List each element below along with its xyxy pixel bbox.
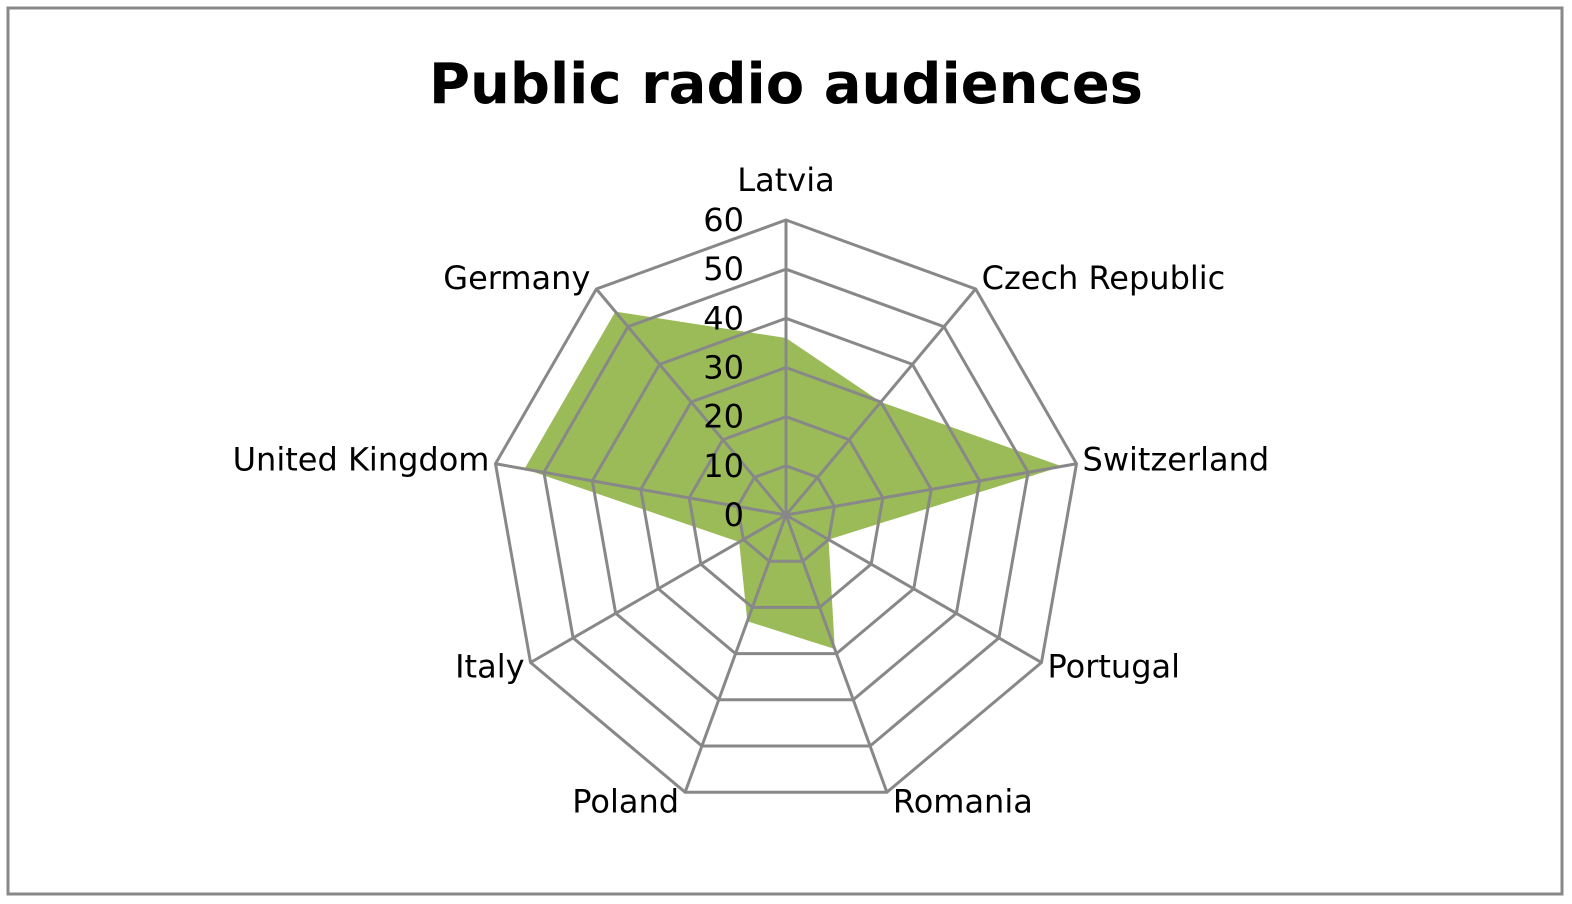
axis-spoke [785,462,1077,517]
category-label: Latvia [737,161,834,199]
category-label: Czech Republic [982,259,1226,297]
y-tick-label: 50 [703,250,744,288]
category-label: Germany [443,259,590,297]
axis-spoke [529,513,787,664]
axis-spoke [784,514,889,793]
y-tick-label: 10 [703,447,744,485]
chart-title: Public radio audiences [429,52,1143,117]
grid-ring [639,365,933,656]
grid-ring [542,267,1030,748]
axis-spoke [784,288,977,516]
radar-area [524,311,1062,649]
category-label: Switzerland [1083,441,1270,479]
category-label: Portugal [1047,648,1180,686]
axis-spoke [495,462,787,517]
category-label: Poland [572,782,679,820]
y-tick-label: 40 [703,299,744,337]
axis-spoke [683,514,788,793]
y-tick-label: 20 [703,398,744,436]
y-tick-label: 0 [724,496,744,534]
y-tick-label: 60 [703,201,744,239]
grid-ring [590,316,982,702]
grid-ring [493,218,1079,794]
category-label: Romania [893,782,1033,820]
axis-spoke [595,288,788,516]
category-label: Italy [455,648,524,686]
grid-ring [687,415,885,609]
category-label: United Kingdom [233,441,490,479]
grid-ring [736,464,836,563]
y-tick-label: 30 [703,349,744,387]
axis-spoke [785,513,1043,664]
